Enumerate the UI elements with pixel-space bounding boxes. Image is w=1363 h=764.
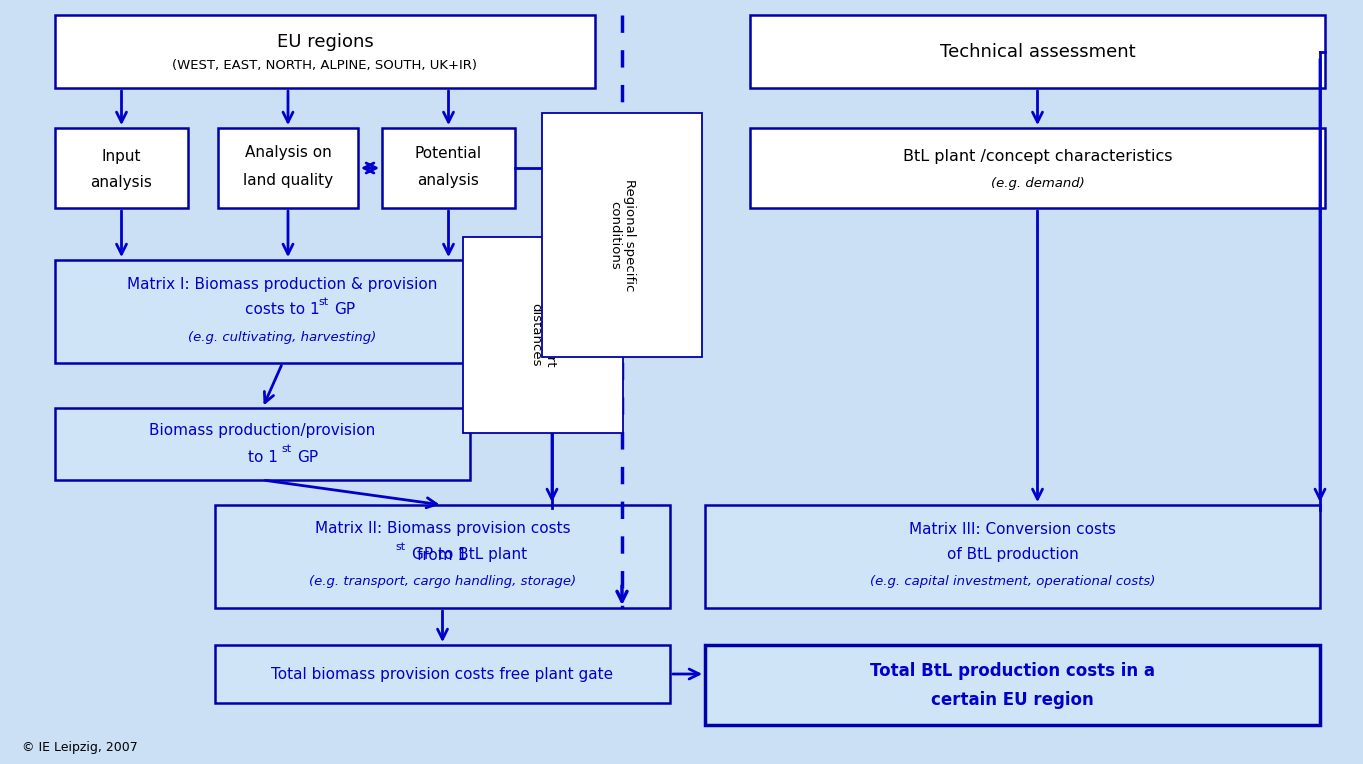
FancyBboxPatch shape — [215, 645, 671, 703]
Text: Technical assessment: Technical assessment — [939, 43, 1135, 61]
FancyBboxPatch shape — [55, 260, 510, 363]
Text: (e.g. capital investment, operational costs): (e.g. capital investment, operational co… — [870, 575, 1156, 588]
Text: st: st — [319, 297, 328, 307]
Text: analysis: analysis — [417, 173, 480, 187]
Text: costs to 1: costs to 1 — [245, 303, 320, 318]
Text: EU regions: EU regions — [277, 33, 373, 51]
Text: (e.g. demand): (e.g. demand) — [991, 177, 1085, 190]
Text: GP: GP — [334, 303, 356, 318]
Text: Matrix I: Biomass production & provision: Matrix I: Biomass production & provision — [127, 277, 438, 292]
FancyBboxPatch shape — [750, 15, 1325, 88]
Text: Input: Input — [102, 148, 142, 163]
Text: of BtL production: of BtL production — [947, 548, 1078, 562]
Text: certain EU region: certain EU region — [931, 691, 1094, 709]
FancyBboxPatch shape — [55, 408, 470, 480]
Text: © IE Leipzig, 2007: © IE Leipzig, 2007 — [22, 742, 138, 755]
FancyBboxPatch shape — [382, 128, 515, 208]
Text: st: st — [282, 444, 292, 454]
Text: Regional specific
conditions: Regional specific conditions — [608, 179, 637, 291]
FancyBboxPatch shape — [55, 128, 188, 208]
Text: BtL plant /concept characteristics: BtL plant /concept characteristics — [902, 148, 1172, 163]
Text: land quality: land quality — [243, 173, 333, 187]
Text: Matrix II: Biomass provision costs: Matrix II: Biomass provision costs — [315, 522, 570, 536]
Text: Transport
distances: Transport distances — [529, 303, 557, 367]
FancyBboxPatch shape — [215, 505, 671, 608]
Text: st: st — [395, 542, 406, 552]
Text: Total biomass provision costs free plant gate: Total biomass provision costs free plant… — [271, 666, 613, 681]
Text: GP: GP — [297, 449, 319, 465]
Text: Potential: Potential — [414, 145, 483, 160]
FancyBboxPatch shape — [705, 505, 1319, 608]
Text: to 1: to 1 — [248, 449, 278, 465]
FancyBboxPatch shape — [218, 128, 358, 208]
Text: (WEST, EAST, NORTH, ALPINE, SOUTH, UK+IR): (WEST, EAST, NORTH, ALPINE, SOUTH, UK+IR… — [173, 60, 477, 73]
Text: Matrix III: Conversion costs: Matrix III: Conversion costs — [909, 522, 1116, 536]
FancyBboxPatch shape — [55, 15, 596, 88]
Text: Biomass production/provision: Biomass production/provision — [150, 422, 376, 438]
Text: from 1: from 1 — [417, 548, 468, 562]
Text: (e.g. cultivating, harvesting): (e.g. cultivating, harvesting) — [188, 331, 376, 344]
Text: (e.g. transport, cargo handling, storage): (e.g. transport, cargo handling, storage… — [309, 575, 577, 588]
FancyBboxPatch shape — [705, 645, 1319, 725]
Text: analysis: analysis — [90, 174, 153, 189]
FancyBboxPatch shape — [750, 128, 1325, 208]
Text: Analysis on: Analysis on — [244, 145, 331, 160]
Text: GP to BtL plant: GP to BtL plant — [413, 548, 527, 562]
Text: Total BtL production costs in a: Total BtL production costs in a — [870, 662, 1154, 680]
